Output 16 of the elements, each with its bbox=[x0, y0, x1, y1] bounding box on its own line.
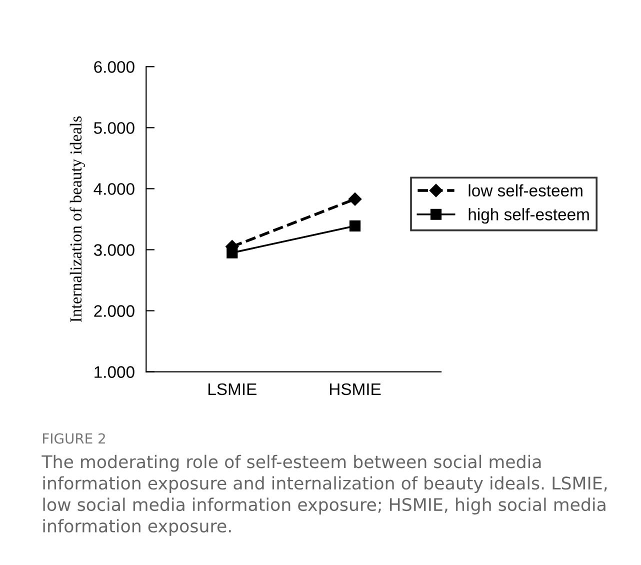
legend-label: high self-esteem bbox=[468, 208, 589, 224]
y-tick-label: 6.000 bbox=[94, 61, 134, 73]
point bbox=[349, 220, 361, 232]
y-tick-label: 3.000 bbox=[94, 244, 134, 256]
point bbox=[348, 192, 362, 206]
y-tick-label: 4.000 bbox=[94, 183, 134, 195]
legend-label: low self-esteem bbox=[468, 184, 582, 197]
y-axis-title: Internalization of beauty ideals bbox=[70, 116, 85, 322]
caption: FIGURE 2 bbox=[43, 433, 105, 444]
point bbox=[226, 247, 238, 258]
x-tick-label: HSMIE bbox=[330, 383, 381, 396]
y-tick-label: 1.000 bbox=[94, 366, 134, 378]
y-tick-label: 2.000 bbox=[94, 305, 134, 317]
x-tick-label: LSMIE bbox=[208, 383, 256, 396]
y-tick-label: 5.000 bbox=[94, 122, 134, 134]
text: The moderating role of self-esteem between social media information exposure and internalization of beauty ideals. LSMIE, low social media information exposure; HSMIE, high social media information exposure. bbox=[42, 454, 607, 536]
